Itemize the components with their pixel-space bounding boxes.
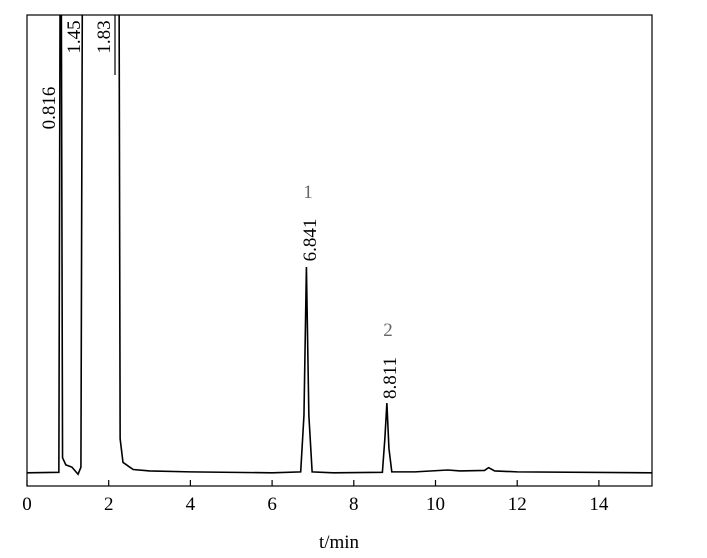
peak-time-label: 8.811	[380, 357, 401, 399]
peak-number: 1	[303, 182, 313, 203]
signal-trace	[27, 15, 652, 476]
x-tick-label: 14	[589, 494, 609, 515]
x-axis-label: t/min	[319, 532, 360, 553]
x-tick-label: 4	[186, 494, 196, 515]
peak-time-label: 6.841	[300, 219, 321, 262]
x-tick-label: 12	[508, 494, 527, 515]
x-tick-label: 8	[349, 494, 359, 515]
x-tick-label: 10	[426, 494, 445, 515]
peak-time-label: 0.816	[39, 87, 60, 130]
peak-number: 2	[383, 320, 393, 341]
peak-time-label: 1.83	[94, 20, 115, 53]
x-tick-label: 0	[22, 494, 32, 515]
x-tick-label: 6	[267, 494, 277, 515]
x-tick-label: 2	[104, 494, 114, 515]
plot-frame	[26, 14, 653, 487]
peak-time-label: 1.45	[64, 20, 85, 53]
